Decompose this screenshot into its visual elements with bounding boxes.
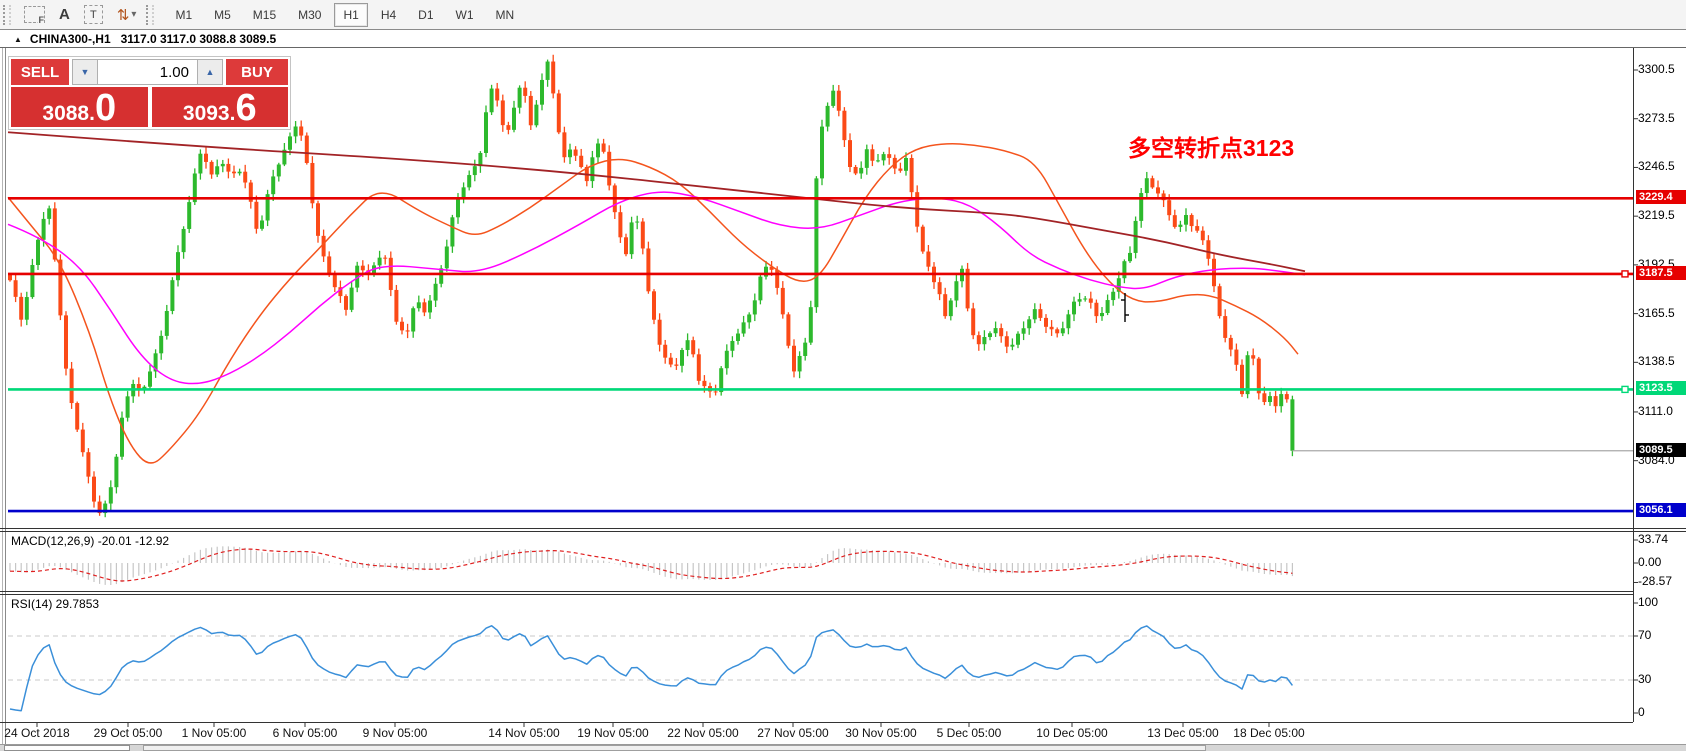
timeframe-button-mn[interactable]: MN: [495, 7, 515, 22]
price-tick-label: 3273.5: [1638, 110, 1675, 125]
chart-text-annotation: 多空转折点3123: [1128, 135, 1295, 161]
slow-ma-line: [7, 131, 1306, 273]
timeframe-button-w1[interactable]: W1: [455, 7, 474, 22]
volume-stepper: ▼ 1.00 ▲: [72, 59, 223, 85]
insert-label-icon[interactable]: A: [59, 6, 70, 23]
auto-arrange-icon[interactable]: F: [24, 6, 45, 25]
rsi-tick-label: 30: [1638, 672, 1652, 686]
toolbar-grip-icon[interactable]: [146, 4, 155, 25]
buy-price-big-digit: 6: [235, 86, 257, 129]
rsi-indicator-label: RSI(14) 29.7853: [11, 597, 100, 611]
rsi-line: [9, 625, 1294, 712]
timeframe-button-m30[interactable]: M30: [298, 7, 322, 22]
volume-input[interactable]: 1.00: [98, 60, 197, 84]
main-toolbar: F A T ⇅ ▾ M1 M5 M15 M30 H1 H4 D1 W1 MN: [0, 0, 1686, 30]
rsi-tick-label: 100: [1638, 595, 1659, 609]
timeframe-button-m5[interactable]: M5: [214, 7, 231, 22]
volume-increase-icon[interactable]: ▲: [197, 60, 222, 84]
time-axis-label: 1 Nov 05:00: [181, 726, 247, 740]
time-axis-label: 24 Oct 2018: [4, 726, 70, 740]
chart-tab[interactable]: [143, 745, 1206, 751]
price-tick-label: 3246.5: [1638, 159, 1675, 174]
buy-price-dot: .: [229, 102, 236, 125]
time-axis-label: 30 Nov 05:00: [845, 726, 917, 740]
buy-button[interactable]: BUY: [226, 59, 288, 85]
buy-price-int: 3093: [182, 102, 230, 125]
price-tick-label: 3300.5: [1638, 62, 1675, 76]
time-axis-label: 9 Nov 05:00: [362, 726, 428, 740]
chart-tab[interactable]: [4, 745, 130, 751]
chart-titlebar: ▲ CHINA300-,H1 3117.0 3117.0 3088.8 3089…: [0, 30, 1686, 48]
time-axis-label: 6 Nov 05:00: [272, 726, 338, 740]
time-axis-label: 18 Dec 05:00: [1233, 726, 1305, 740]
macd-signal-line: [9, 548, 1293, 582]
time-axis-label: 5 Dec 05:00: [936, 726, 1002, 740]
current-price-label: 3089.5: [1636, 442, 1686, 457]
timeframe-button-m15[interactable]: M15: [252, 7, 277, 22]
hline-price-label: 3229.4: [1636, 190, 1686, 205]
time-axis-label: 13 Dec 05:00: [1147, 726, 1219, 740]
timeframe-button-m1[interactable]: M1: [175, 7, 193, 22]
collapse-triangle-icon[interactable]: ▲: [14, 34, 22, 44]
time-axis-label: 22 Nov 05:00: [667, 726, 739, 740]
macd-tick-label: 0.00: [1638, 555, 1662, 569]
hline-price-label: 3187.5: [1636, 265, 1686, 280]
hline-price-label: 3056.1: [1636, 503, 1686, 518]
toolbar-grip-icon[interactable]: [3, 4, 11, 25]
rsi-tick-label: 0: [1638, 705, 1645, 719]
insert-text-icon[interactable]: T: [83, 5, 103, 24]
macd-tick-label: -28.57: [1638, 574, 1673, 589]
sell-price-dot: .: [89, 102, 95, 125]
buy-price-box[interactable]: 3093. 6: [151, 86, 288, 129]
time-axis-label: 10 Dec 05:00: [1036, 726, 1108, 740]
sell-price-big-digit: 0: [94, 86, 117, 129]
grid-f-label: F: [37, 15, 44, 25]
price-tick-label: 3219.5: [1638, 208, 1675, 223]
rsi-tick-label: 70: [1638, 628, 1652, 642]
sell-price-int: 3088: [42, 102, 90, 125]
sell-price-box[interactable]: 3088. 0: [11, 87, 148, 127]
line-endpoint-marker: [1621, 270, 1629, 278]
volume-decrease-icon[interactable]: ▼: [73, 60, 98, 84]
price-tick-label: 3165.5: [1638, 305, 1675, 320]
line-endpoint-marker: [1621, 385, 1629, 394]
macd-indicator-label: MACD(12,26,9) -20.01 -12.92: [11, 534, 170, 548]
sell-button[interactable]: SELL: [11, 59, 69, 85]
time-axis-label: 19 Nov 05:00: [577, 726, 649, 740]
chart-tab-strip: [0, 745, 1686, 751]
time-axis-label: 29 Oct 05:00: [93, 726, 163, 740]
time-axis-label: 14 Nov 05:00: [488, 726, 560, 740]
macd-histogram: [9, 546, 1294, 585]
timeframe-button-h1[interactable]: H1: [334, 2, 368, 27]
timeframe-bar: M1 M5 M15 M30 H1 H4 D1 W1 MN: [164, 2, 525, 27]
chart-ohlc-values: 3117.0 3117.0 3088.8 3089.5: [120, 32, 277, 46]
one-click-trade-panel: SELL ▼ 1.00 ▲ BUY 3088. 0 3093. 6: [8, 56, 291, 130]
time-axis-label: 27 Nov 05:00: [757, 726, 829, 740]
mid-ma-line: [7, 191, 1306, 385]
sort-arrows-icon: ⇅: [116, 6, 130, 24]
price-tick-label: 3138.5: [1638, 354, 1675, 369]
timeframe-button-d1[interactable]: D1: [418, 7, 434, 22]
hline-price-label: 3123.5: [1636, 381, 1686, 396]
chart-symbol-title: CHINA300-,H1: [29, 32, 111, 46]
timeframe-button-h4[interactable]: H4: [380, 7, 397, 22]
chevron-down-icon: ▾: [131, 9, 137, 20]
price-tick-label: 3111.0: [1638, 403, 1673, 418]
macd-tick-label: 33.74: [1638, 531, 1669, 546]
arrange-windows-icon[interactable]: ⇅ ▾: [117, 6, 137, 24]
